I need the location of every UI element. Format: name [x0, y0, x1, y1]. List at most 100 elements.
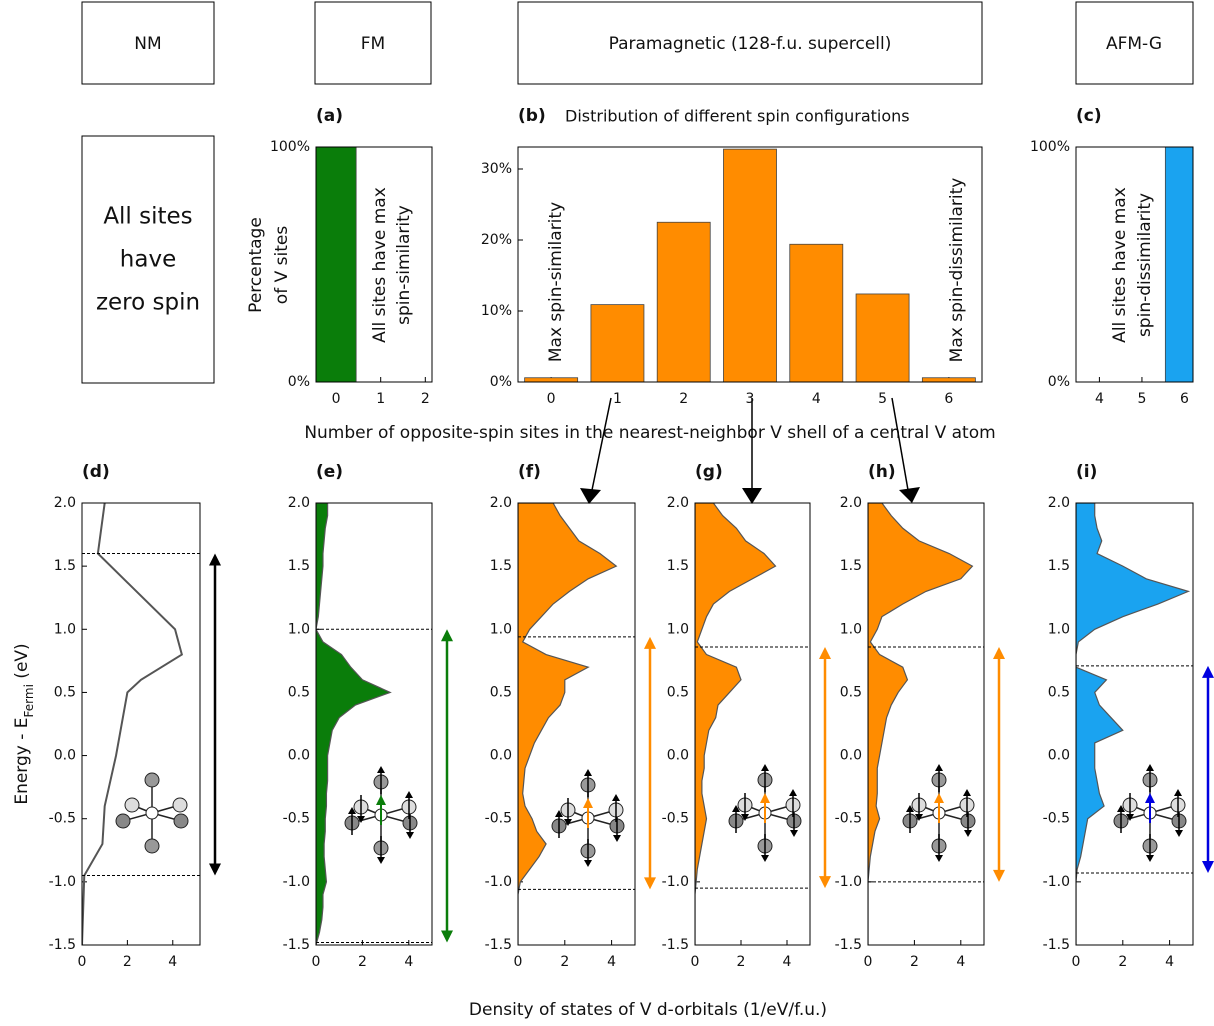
- axes-frame: [1075, 146, 1194, 383]
- axes-frame: [315, 502, 433, 946]
- chart-title: Distribution of different spin configura…: [565, 107, 910, 126]
- arrow-head: [209, 553, 221, 566]
- annotation: All sites have max: [1110, 187, 1130, 343]
- spin-icon: [728, 764, 802, 862]
- x-axis-label: Number of opposite-spin sites in the nea…: [304, 423, 995, 443]
- y-tick-label: 0%: [490, 374, 512, 390]
- y-tick-label: 1.0: [288, 621, 310, 637]
- panel-label: (a): [316, 106, 343, 126]
- y-tick-label: -0.5: [485, 811, 512, 827]
- x-tick-label: 0: [691, 954, 700, 970]
- arrow-head: [993, 646, 1005, 659]
- y-tick-label: -1.5: [662, 937, 689, 953]
- label-part: (eV): [12, 643, 32, 684]
- annotation: All sites have max: [370, 187, 390, 343]
- spin-head: [1126, 814, 1134, 821]
- header-box: [1075, 1, 1194, 85]
- note-line: All sites: [103, 204, 192, 230]
- panel-label: (f): [518, 462, 541, 482]
- spin-head: [934, 793, 944, 803]
- arrow-head: [819, 646, 831, 659]
- y-tick-label: 2.0: [1048, 495, 1070, 511]
- arrow-head: [1202, 861, 1214, 874]
- x-tick-label: 4: [1095, 391, 1104, 407]
- spin-icon: [115, 772, 189, 854]
- x-tick-label: 4: [168, 954, 177, 970]
- y-tick-label: 0.0: [1048, 748, 1070, 764]
- y-axis-label: Percentage: [246, 217, 266, 313]
- dos-area: [316, 503, 392, 945]
- annotation: spin-dissimilarity: [1135, 193, 1155, 337]
- dos-area: [518, 503, 618, 945]
- dos-area: [1076, 503, 1191, 945]
- bar: [590, 304, 645, 382]
- y-tick-label: 0.5: [54, 684, 76, 700]
- spin-head: [1146, 855, 1154, 862]
- y-tick-label: 1.5: [667, 558, 689, 574]
- y-tick-label: 0.5: [490, 684, 512, 700]
- arrow-head: [644, 636, 656, 649]
- axes-frame: [315, 146, 433, 383]
- x-tick-label: 2: [560, 954, 569, 970]
- spin-head: [761, 764, 769, 771]
- pointer-head: [742, 488, 762, 504]
- label-part: Energy - E: [12, 717, 32, 804]
- x-tick-label: 2: [123, 954, 132, 970]
- y-tick-label: 0.0: [54, 748, 76, 764]
- x-tick-label: 0: [332, 391, 341, 407]
- note-line: zero spin: [96, 290, 200, 316]
- spin-icon: [344, 766, 418, 864]
- y-tick-label: 0.0: [840, 748, 862, 764]
- spin-head: [584, 860, 592, 867]
- annotation: spin-similarity: [394, 205, 414, 325]
- x-tick-label: 3: [746, 391, 755, 407]
- spin-head: [376, 795, 386, 805]
- y-tick-label: -1.0: [662, 874, 689, 890]
- y-tick-label: 2.0: [288, 495, 310, 511]
- header: FM: [361, 34, 385, 54]
- y-tick-label: 1.5: [1048, 558, 1070, 574]
- x-tick-label: 2: [358, 954, 367, 970]
- pointer-head: [899, 487, 920, 503]
- arrow-head: [441, 629, 453, 642]
- x-tick-label: 2: [1118, 954, 1127, 970]
- x-axis-label: Density of states of V d-orbitals (1/eV/…: [469, 1000, 827, 1020]
- y-tick-label: -0.5: [835, 811, 862, 827]
- header-box: [314, 1, 432, 85]
- y-tick-label: 1.5: [288, 558, 310, 574]
- spin-head: [1117, 805, 1125, 812]
- dos-area: [695, 503, 777, 945]
- y-tick-label: 1.0: [54, 621, 76, 637]
- spin-head: [741, 814, 749, 821]
- bar: [656, 221, 711, 382]
- panel-label: (c): [1076, 106, 1102, 126]
- panel-label: (b): [518, 106, 546, 126]
- y-tick-label: 0.0: [490, 748, 512, 764]
- y-tick-label: 2.0: [840, 495, 862, 511]
- spin-head: [732, 805, 740, 812]
- atom: [115, 813, 131, 829]
- x-tick-label: 4: [812, 391, 821, 407]
- y-tick-label: -0.5: [662, 811, 689, 827]
- x-tick-label: 0: [547, 391, 556, 407]
- y-tick-label: -0.5: [1043, 811, 1070, 827]
- atom: [173, 813, 189, 829]
- arrow-head: [209, 863, 221, 876]
- arrow-head: [1202, 665, 1214, 678]
- spin-icon: [902, 764, 976, 862]
- x-tick-label: 2: [910, 954, 919, 970]
- spin-head: [1146, 764, 1154, 771]
- axes-frame: [517, 502, 636, 946]
- y-tick-label: 0.5: [840, 684, 862, 700]
- pointer: [891, 397, 909, 491]
- spin-head: [357, 816, 365, 823]
- panel-label: (d): [82, 462, 110, 482]
- header-box: [81, 1, 215, 85]
- header-box: [517, 1, 983, 85]
- y-tick-label: 0.0: [288, 748, 310, 764]
- dos-line: [82, 503, 184, 945]
- bar: [723, 148, 777, 382]
- spin-head: [761, 855, 769, 862]
- spin-icon: [1113, 764, 1187, 862]
